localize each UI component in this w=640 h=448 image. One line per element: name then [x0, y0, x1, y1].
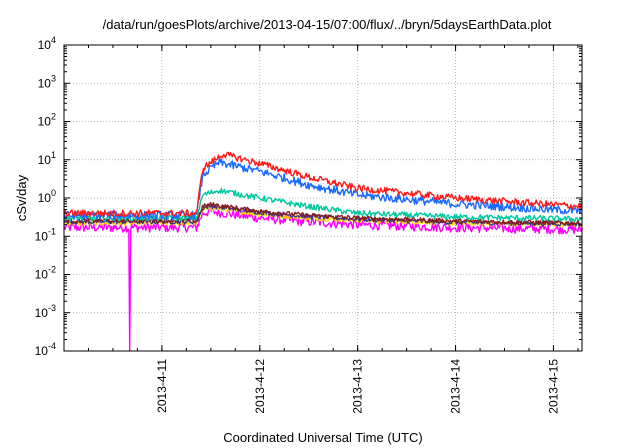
y-tick-label: 102 — [38, 112, 56, 129]
series-layer — [63, 151, 583, 352]
x-tick-label: 2013-4-12 — [253, 359, 267, 414]
x-axis-label: Coordinated Universal Time (UTC) — [223, 430, 422, 445]
y-tick-label: 100 — [38, 188, 56, 205]
series-line-3 — [63, 201, 583, 226]
y-tick-label: 10-3 — [35, 303, 56, 320]
ticks: 10-4 10-3 10-2 10-1 100 101 102 103 104 2013-4-11… — [35, 35, 582, 414]
series-line-0 — [63, 206, 583, 352]
x-tick-label: 2013-4-13 — [351, 359, 365, 414]
y-tick-label: 101 — [38, 150, 56, 167]
chart-title: /data/run/goesPlots/archive/2013-04-15/0… — [103, 17, 552, 32]
y-tick-label: 10-2 — [35, 265, 56, 282]
y-tick-label: 10-1 — [35, 226, 56, 243]
x-tick-label: 2013-4-14 — [449, 359, 463, 414]
y-tick-label: 10-4 — [35, 341, 56, 358]
series-line-4 — [63, 187, 583, 223]
y-tick-label: 104 — [38, 35, 56, 52]
y-tick-label: 103 — [38, 73, 56, 90]
x-tick-label: 2013-4-11 — [155, 359, 169, 413]
x-tick-label: 2013-4-15 — [546, 359, 560, 414]
series-line-6 — [63, 151, 583, 218]
series-line-5 — [63, 157, 583, 221]
y-axis-label: cSv/day — [14, 174, 29, 221]
